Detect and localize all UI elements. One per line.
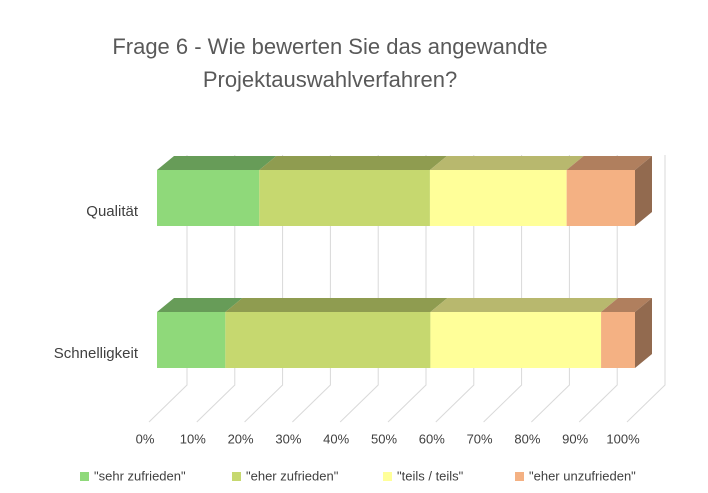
legend-swatch xyxy=(80,472,89,481)
x-tick-label: 50% xyxy=(371,431,397,446)
grid-line xyxy=(435,155,475,423)
x-tick-label: 80% xyxy=(514,431,540,446)
bar-top xyxy=(429,156,584,170)
grid-line xyxy=(196,155,236,423)
legend-label: "teils / teils" xyxy=(397,468,464,483)
bar-top xyxy=(601,298,652,312)
legend-swatch xyxy=(515,472,524,481)
x-tick-label: 70% xyxy=(467,431,493,446)
bar-side xyxy=(635,298,652,368)
bar xyxy=(430,312,602,368)
legend-swatch xyxy=(383,472,392,481)
grid-line xyxy=(531,155,570,423)
bar xyxy=(225,312,431,368)
bar xyxy=(157,170,260,226)
grid-line xyxy=(339,155,379,423)
grid-line xyxy=(626,155,666,423)
x-tick-label: 0% xyxy=(136,431,155,446)
legend-swatch xyxy=(232,472,241,481)
grid-line xyxy=(387,155,427,423)
bar xyxy=(157,312,226,368)
x-tick-label: 20% xyxy=(228,431,254,446)
x-tick-label: 60% xyxy=(419,431,445,446)
bar-side xyxy=(635,156,652,226)
bar-top xyxy=(259,156,447,170)
bar-top xyxy=(157,298,243,312)
bar xyxy=(566,170,635,226)
y-tick-label: Schnelligkeit xyxy=(54,345,139,362)
chart-title: Frage 6 - Wie bewerten Sie das angewandt… xyxy=(112,34,548,92)
legend-label: "eher unzufrieden" xyxy=(529,468,636,483)
x-tick-label: 90% xyxy=(562,431,588,446)
bar xyxy=(429,170,567,226)
grid-line xyxy=(244,155,284,423)
legend-label: "sehr zufrieden" xyxy=(94,468,186,483)
bar xyxy=(601,312,635,368)
bar-top xyxy=(566,156,652,170)
grid-line xyxy=(578,155,618,423)
bar-top xyxy=(157,156,277,170)
bar-top xyxy=(225,298,448,312)
legend-label: "eher zufrieden" xyxy=(246,468,339,483)
grid-line xyxy=(483,155,523,423)
grid-line xyxy=(148,155,188,423)
x-tick-label: 40% xyxy=(323,431,349,446)
x-tick-label: 10% xyxy=(180,431,206,446)
bar xyxy=(259,170,430,226)
x-tick-label: 100% xyxy=(606,431,640,446)
grid-line xyxy=(292,155,331,423)
y-tick-label: Qualität xyxy=(86,203,139,220)
bar-top xyxy=(430,298,619,312)
x-tick-label: 30% xyxy=(275,431,301,446)
